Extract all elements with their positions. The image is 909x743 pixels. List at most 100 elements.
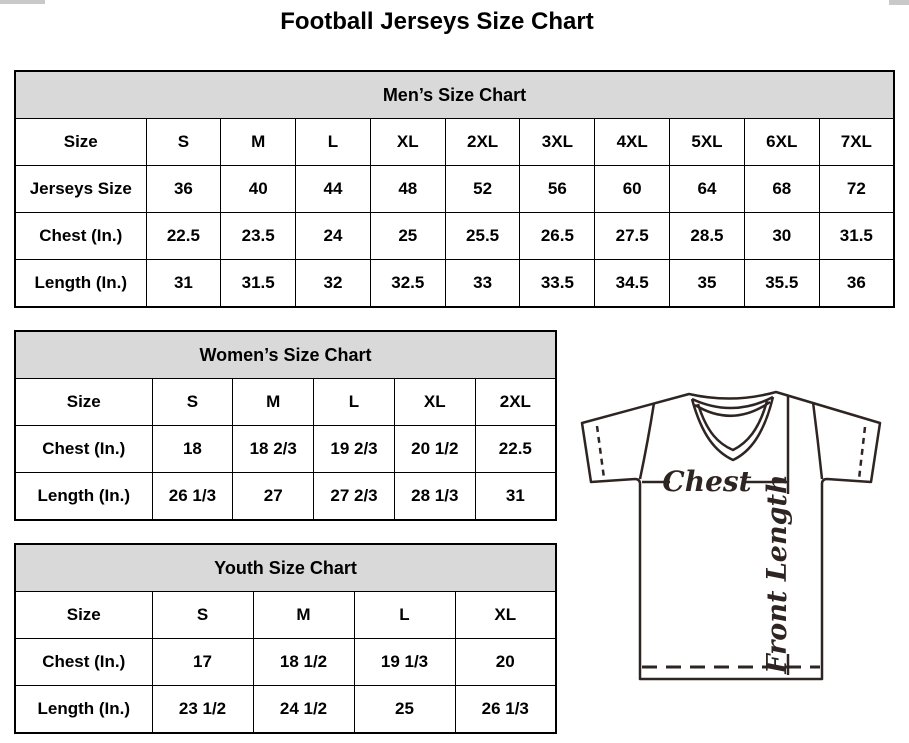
row-label: Size: [14, 591, 153, 639]
column-header: S: [151, 591, 254, 639]
armhole-seam-right: [811, 401, 824, 480]
table-cell: 19 1/3: [353, 638, 456, 686]
table-cell: 34.5: [594, 259, 671, 308]
table-cell: 25.5: [444, 212, 521, 260]
column-header: 2XL: [474, 378, 557, 426]
cuff-dashed-line-right: [857, 426, 867, 480]
table-title: Men’s Size Chart: [14, 70, 895, 119]
table-cell: 33: [444, 259, 521, 308]
table-cell: 56: [519, 165, 596, 213]
collar-arc: [694, 400, 771, 417]
table-cell: 17: [151, 638, 254, 686]
column-header: 3XL: [519, 118, 596, 166]
table-row: Chest (In.) 22.5 23.5 24 25 25.5 26.5 27…: [14, 212, 895, 260]
table-cell: 31: [474, 472, 557, 521]
table-cell: 48: [369, 165, 446, 213]
cuff-dashed-line-left: [595, 425, 606, 479]
column-header: L: [353, 591, 456, 639]
row-label: Chest (In.): [14, 212, 147, 260]
table-cell: 18 1/2: [252, 638, 355, 686]
table-cell: 36: [818, 259, 895, 308]
row-label: Length (In.): [14, 472, 153, 521]
table-cell: 26 1/3: [454, 685, 557, 734]
collar-arc: [691, 395, 774, 410]
table-cell: 20: [454, 638, 557, 686]
table-row: Chest (In.) 17 18 1/2 19 1/3 20: [14, 638, 557, 686]
table-cell: 30: [743, 212, 820, 260]
column-header: M: [232, 378, 315, 426]
table-cell: 40: [220, 165, 297, 213]
row-label: Length (In.): [14, 685, 153, 734]
column-header: XL: [454, 591, 557, 639]
table-cell: 22.5: [145, 212, 222, 260]
row-label: Length (In.): [14, 259, 147, 308]
table-cell: 26 1/3: [151, 472, 234, 521]
vneck-outer: [690, 396, 775, 462]
armhole-seam-left: [638, 402, 656, 480]
table-cell: 24: [295, 212, 371, 260]
screenshot-artifact: [889, 0, 909, 5]
table-cell: 52: [444, 165, 521, 213]
jersey-diagram-icon: Chest Front Length: [580, 390, 882, 681]
row-label: Size: [14, 118, 147, 166]
row-label: Size: [14, 378, 153, 426]
table-cell: 23 1/2: [151, 685, 254, 734]
table-cell: 28.5: [669, 212, 745, 260]
table-cell: 26.5: [519, 212, 596, 260]
table-cell: 68: [743, 165, 820, 213]
table-cell: 64: [669, 165, 745, 213]
table-title: Youth Size Chart: [14, 543, 557, 592]
table-cell: 19 2/3: [313, 425, 395, 473]
jersey-outline: [580, 390, 882, 681]
table-cell: 25: [353, 685, 456, 734]
table-cell: 31.5: [818, 212, 895, 260]
column-header: 6XL: [743, 118, 820, 166]
column-header: XL: [393, 378, 476, 426]
table-header-row: Youth Size Chart: [14, 543, 557, 592]
page-title: Football Jerseys Size Chart: [280, 8, 594, 35]
table-cell: 72: [818, 165, 895, 213]
table-cell: 28 1/3: [393, 472, 476, 521]
table-row: Size S M L XL 2XL 3XL 4XL 5XL 6XL 7XL: [14, 118, 895, 166]
jersey-measurement-diagram: Chest Front Length: [570, 378, 902, 688]
table-cell: 35.5: [743, 259, 820, 308]
table-row: Length (In.) 23 1/2 24 1/2 25 26 1/3: [14, 685, 557, 734]
front-length-label: Front Length: [762, 474, 793, 674]
row-label: Chest (In.): [14, 638, 153, 686]
table-cell: 27 2/3: [313, 472, 395, 521]
column-header: 5XL: [669, 118, 745, 166]
table-row: Size S M L XL 2XL: [14, 378, 557, 426]
table-cell: 36: [145, 165, 222, 213]
table-cell: 31: [145, 259, 222, 308]
column-header: L: [295, 118, 371, 166]
table-cell: 35: [669, 259, 745, 308]
table-cell: 44: [295, 165, 371, 213]
table-header-row: Men’s Size Chart: [14, 70, 895, 119]
youth-size-chart-table: Youth Size Chart Size S M L XL Chest (In…: [14, 543, 557, 734]
table-cell: 20 1/2: [393, 425, 476, 473]
table-row: Length (In.) 31 31.5 32 32.5 33 33.5 34.…: [14, 259, 895, 308]
column-header: S: [151, 378, 234, 426]
table-cell: 18 2/3: [232, 425, 315, 473]
table-row: Size S M L XL: [14, 591, 557, 639]
screenshot-artifact: [0, 0, 45, 4]
row-label: Chest (In.): [14, 425, 153, 473]
mens-size-chart-table: Men’s Size Chart Size S M L XL 2XL 3XL 4…: [14, 70, 895, 308]
table-cell: 23.5: [220, 212, 297, 260]
column-header: XL: [369, 118, 446, 166]
column-header: M: [252, 591, 355, 639]
column-header: 7XL: [818, 118, 895, 166]
table-cell: 27: [232, 472, 315, 521]
column-header: 4XL: [594, 118, 671, 166]
table-cell: 32: [295, 259, 371, 308]
column-header: S: [145, 118, 222, 166]
table-cell: 25: [369, 212, 446, 260]
table-cell: 22.5: [474, 425, 557, 473]
table-header-row: Women’s Size Chart: [14, 330, 557, 379]
vneck-inner: [696, 400, 769, 452]
table-cell: 27.5: [594, 212, 671, 260]
chest-label: Chest: [662, 465, 751, 498]
column-header: 2XL: [444, 118, 521, 166]
row-label: Jerseys Size: [14, 165, 147, 213]
table-cell: 31.5: [220, 259, 297, 308]
